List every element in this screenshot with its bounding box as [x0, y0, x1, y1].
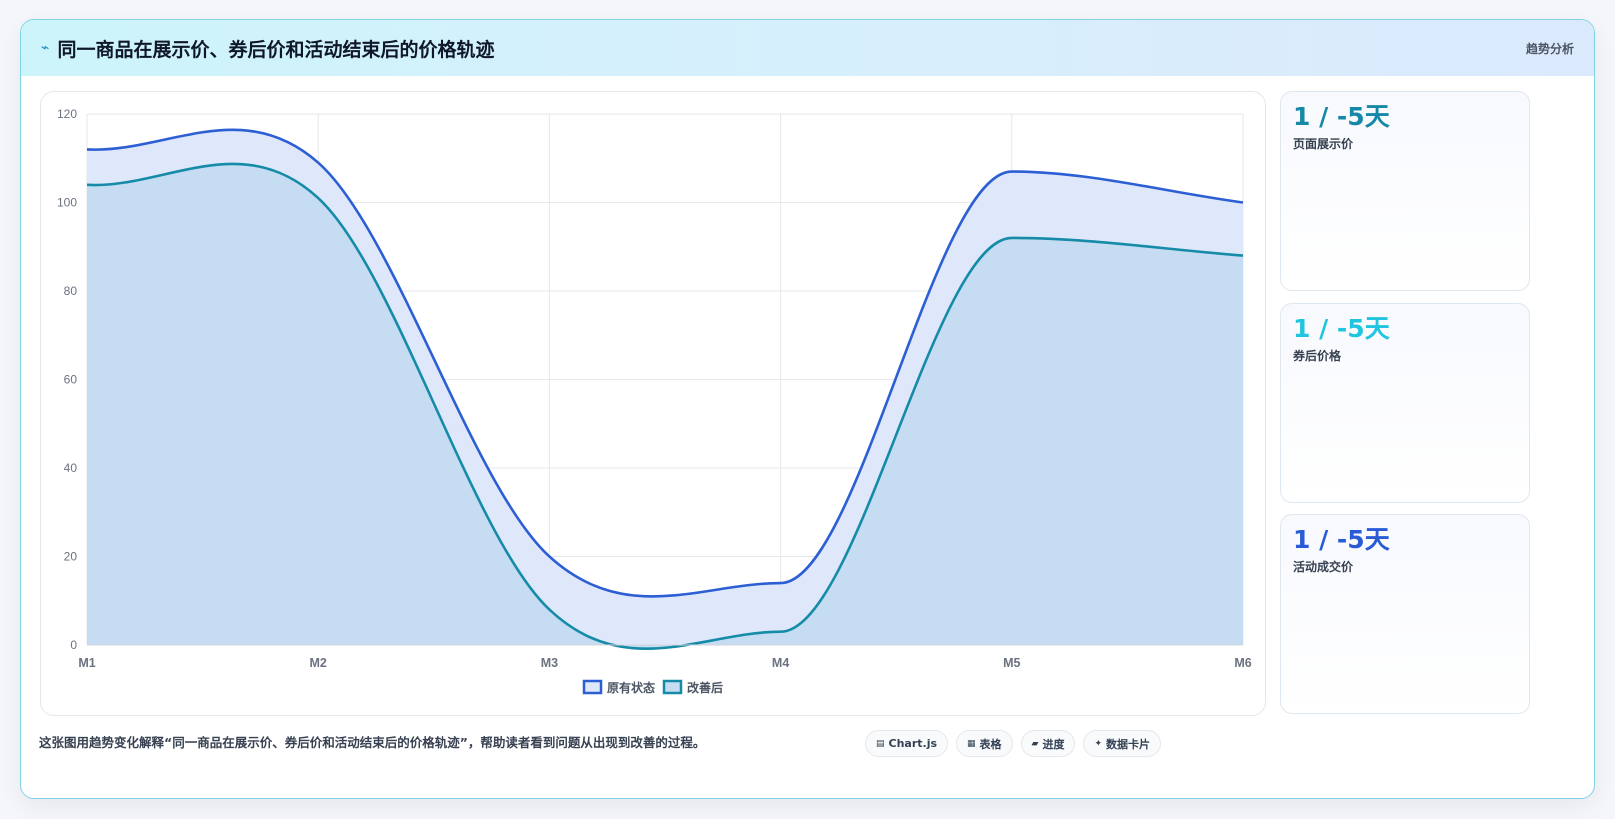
chip-label: 数据卡片 [1106, 737, 1151, 751]
chart-panel: 0 20 40 60 80 100 120 M1 M2 M3 M4 M5 M6 原有状态 改善后 [40, 91, 1266, 716]
x-tick-label: M3 [541, 656, 558, 670]
x-tick-label: M4 [772, 656, 789, 670]
chip-progress[interactable]: ▰ 进度 [1020, 730, 1076, 757]
x-tick-label: M5 [1003, 656, 1020, 670]
legend-label: 原有状态 [607, 680, 655, 695]
stat-label: 页面展示价 [1293, 137, 1354, 151]
chip-table[interactable]: ▦ 表格 [956, 730, 1013, 757]
stat-value: 1 / -5天 [1293, 525, 1390, 554]
table-icon: ▦ [967, 738, 976, 749]
chip-label: Chart.js [888, 737, 938, 750]
chart-description: 这张图用趋势变化解释“同一商品在展示价、券后价和活动结束后的价格轨迹”，帮助读者… [39, 735, 706, 750]
y-tick-label: 60 [64, 373, 78, 387]
x-tick-label: M6 [1234, 656, 1251, 670]
chart-card: ⌁ 同一商品在展示价、券后价和活动结束后的价格轨迹 趋势分析 0 20 40 60 80… [20, 19, 1595, 799]
legend-swatch [662, 679, 683, 695]
stat-label: 券后价格 [1293, 349, 1342, 363]
y-tick-label: 40 [64, 461, 78, 475]
stat-value: 1 / -5天 [1293, 102, 1390, 131]
chip-label: 表格 [979, 737, 1002, 751]
y-tick-label: 120 [57, 107, 77, 121]
stat-label: 活动成交价 [1293, 560, 1354, 574]
chip-row: ▤ Chart.js ▦ 表格 ▰ 进度 ✦ 数据卡片 [865, 730, 1162, 757]
series-line-1 [86, 162, 1244, 650]
chart-icon: ▤ [876, 738, 885, 749]
card-header: ⌁ 同一商品在展示价、券后价和活动结束后的价格轨迹 趋势分析 [21, 20, 1594, 76]
area-chart: 0 20 40 60 80 100 120 M1 M2 M3 M4 M5 M6 原有状态 改善后 [57, 107, 1252, 695]
stat-card-display-price: 1 / -5天 页面展示价 [1280, 91, 1530, 291]
y-tick-label: 80 [64, 284, 78, 298]
page-title: 同一商品在展示价、券后价和活动结束后的价格轨迹 [57, 38, 495, 61]
stat-value: 1 / -5天 [1293, 314, 1390, 343]
legend-swatch [582, 679, 603, 695]
legend-label: 改善后 [687, 680, 723, 695]
y-tick-label: 100 [57, 196, 77, 210]
sparkle-icon: ✦ [1094, 738, 1103, 749]
progress-icon: ▰ [1031, 738, 1039, 749]
y-tick-label: 0 [70, 638, 77, 652]
analysis-tag: 趋势分析 [1525, 41, 1574, 56]
stat-card-coupon-price: 1 / -5天 券后价格 [1280, 303, 1530, 503]
x-tick-label: M2 [310, 656, 327, 670]
x-tick-label: M1 [78, 656, 95, 670]
series-area-1 [87, 163, 1243, 649]
chip-chartjs[interactable]: ▤ Chart.js [865, 730, 949, 757]
stat-card-deal-price: 1 / -5天 活动成交价 [1280, 514, 1530, 714]
chip-label: 进度 [1042, 737, 1065, 751]
series-line-0 [86, 128, 1244, 598]
chip-data-card[interactable]: ✦ 数据卡片 [1083, 730, 1162, 757]
y-tick-label: 20 [64, 550, 78, 564]
bolt-icon: ⌁ [41, 40, 50, 56]
